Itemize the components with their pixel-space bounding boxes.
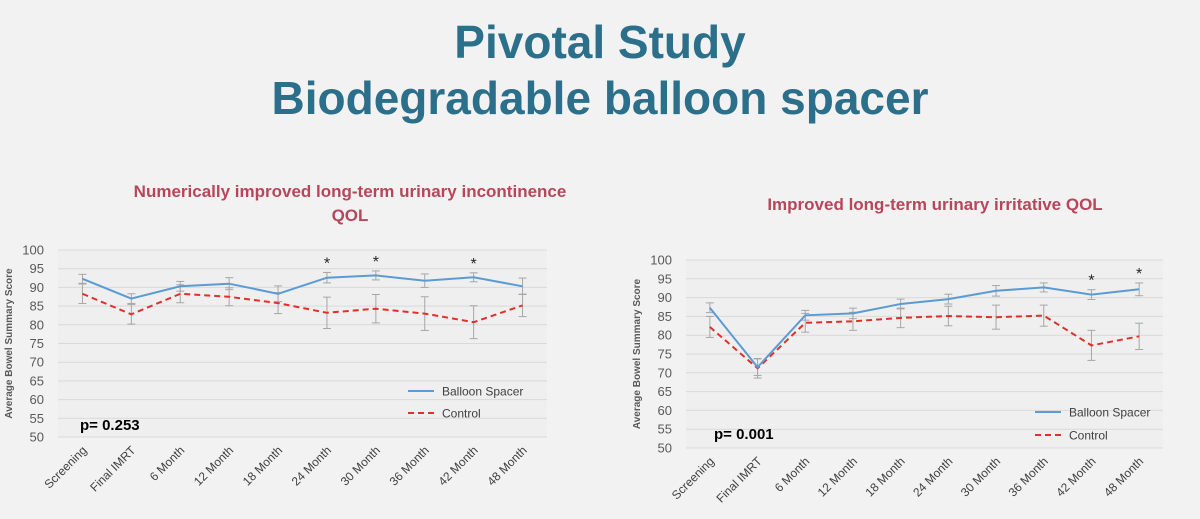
significance-marker: *: [1136, 266, 1142, 283]
y-tick-label: 90: [30, 280, 44, 295]
y-tick-label: 60: [30, 392, 44, 407]
chart2-title: Improved long-term urinary irritative QO…: [767, 195, 1103, 214]
y-tick-label: 80: [658, 328, 672, 343]
x-tick-label: 6 Month: [147, 443, 188, 484]
x-tick-label: Screening: [669, 454, 717, 502]
significance-marker: *: [324, 255, 330, 272]
legend-label-balloon-spacer: Balloon Spacer: [442, 385, 523, 399]
y-axis-label: Average Bowel Summary Score: [4, 268, 15, 419]
series-line-balloon-spacer: [709, 286, 1140, 369]
x-tick-label: Final IMRT: [713, 454, 765, 506]
x-tick-label: 36 Month: [1006, 454, 1051, 499]
y-tick-label: 75: [30, 336, 44, 351]
x-tick-label: 6 Month: [772, 454, 813, 495]
x-tick-label: Screening: [41, 443, 89, 491]
y-tick-label: 80: [30, 317, 44, 332]
x-tick-label: 24 Month: [289, 443, 334, 488]
significance-marker: *: [1088, 273, 1094, 290]
x-tick-label: 48 Month: [484, 443, 529, 488]
y-tick-label: 90: [658, 290, 672, 305]
y-axis-label: Average Bowel Summary Score: [632, 278, 643, 429]
x-tick-label: 18 Month: [862, 454, 907, 499]
x-tick-label: 42 Month: [1053, 454, 1098, 499]
y-tick-label: 60: [658, 403, 672, 418]
slide-title: Pivotal Study Biodegradable balloon spac…: [0, 14, 1200, 126]
y-tick-label: 55: [658, 422, 672, 437]
p-value: p= 0.253: [80, 417, 140, 434]
x-tick-label: 12 Month: [815, 454, 860, 499]
y-tick-label: 55: [30, 411, 44, 426]
y-tick-label: 65: [658, 384, 672, 399]
legend-label-control: Control: [1069, 429, 1108, 443]
y-tick-label: 70: [658, 365, 672, 380]
y-tick-label: 50: [658, 441, 672, 456]
significance-marker: *: [373, 254, 379, 271]
series-line-balloon-spacer: [82, 274, 523, 300]
x-tick-label: 12 Month: [191, 443, 236, 488]
x-tick-label: Final IMRT: [87, 443, 139, 495]
chart1-title: Numerically improved long-term urinary i…: [133, 182, 567, 225]
x-tick-label: 24 Month: [910, 454, 955, 499]
legend-label-balloon-spacer: Balloon Spacer: [1069, 406, 1150, 420]
slide-title-line1: Pivotal Study: [454, 16, 746, 68]
slide-title-line2: Biodegradable balloon spacer: [271, 72, 929, 124]
y-tick-label: 95: [658, 271, 672, 286]
p-value: p= 0.001: [714, 426, 774, 443]
y-tick-label: 65: [30, 373, 44, 388]
x-tick-label: 30 Month: [338, 443, 383, 488]
x-tick-label: 30 Month: [958, 454, 1003, 499]
x-tick-label: 48 Month: [1101, 454, 1146, 499]
x-tick-label: 42 Month: [435, 443, 480, 488]
legend-label-control: Control: [442, 407, 481, 421]
y-tick-label: 50: [30, 430, 44, 445]
y-tick-label: 95: [30, 261, 44, 276]
y-tick-label: 100: [22, 243, 44, 258]
chart-irritative: 100 95 90 85 80 75 70 65 60 55 50 Average Bowel Sum…: [632, 253, 1163, 506]
y-tick-label: 70: [30, 355, 44, 370]
y-tick-label: 85: [30, 299, 44, 314]
y-tick-label: 75: [658, 347, 672, 362]
significance-marker: *: [471, 256, 477, 273]
x-tick-label: 18 Month: [240, 443, 285, 488]
x-tick-label: 36 Month: [387, 443, 432, 488]
y-tick-label: 85: [658, 309, 672, 324]
chart-incontinence: 100 95 90 85 80 75 70 65 60 55 50 Average Bowel Sum…: [4, 243, 547, 495]
y-tick-label: 100: [650, 253, 672, 268]
